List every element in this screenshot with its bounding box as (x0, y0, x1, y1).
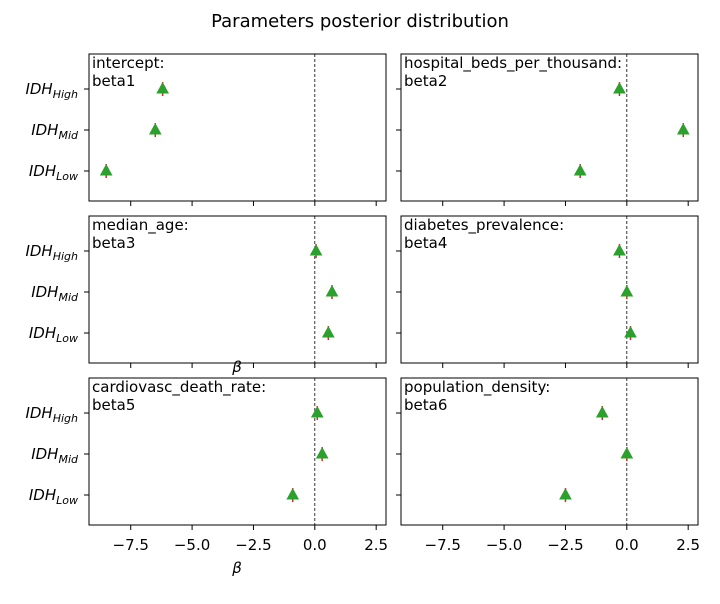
panel-frame (88, 377, 387, 526)
x-tick-label: −2.5 (235, 536, 271, 554)
x-tick-label: −7.5 (425, 536, 461, 554)
posterior-mean-marker (676, 122, 690, 135)
panel-label: diabetes_prevalence: beta4 (404, 216, 564, 252)
y-tick-label: IDHLow (29, 486, 78, 507)
x-tick-label: −5.0 (486, 536, 522, 554)
panel-parameter-beta: beta3 (92, 234, 135, 252)
x-tick-label: 0.0 (615, 536, 639, 554)
panel-frame (400, 215, 699, 364)
posterior-mean-marker (148, 122, 162, 135)
y-tick-label: IDHMid (31, 283, 79, 304)
y-tick-label: IDHHigh (25, 404, 78, 425)
y-tick-label: IDHMid (31, 121, 79, 142)
y-tick-label: IDHHigh (25, 80, 78, 101)
posterior-mean-marker (309, 243, 323, 256)
posterior-mean-marker (613, 243, 626, 256)
panel-parameter-name: median_age: (92, 216, 189, 235)
x-axis-label: β (231, 559, 242, 577)
panel-label: population_density: beta6 (404, 378, 550, 414)
y-tick-label: IDHHigh (25, 242, 78, 263)
panel-label: intercept: beta1 (92, 54, 165, 90)
x-tick-label: −5.0 (174, 536, 210, 554)
posterior-mean-marker (321, 325, 335, 338)
x-tick-label: −7.5 (113, 536, 149, 554)
panel-parameter-beta: beta6 (404, 396, 447, 414)
posterior-mean-marker (156, 81, 169, 94)
panel-parameter-name: hospital_beds_per_thousand: (404, 54, 622, 73)
y-tick-label: IDHLow (29, 324, 78, 345)
panel-parameter-name: intercept: (92, 54, 165, 72)
panel-parameter-name: diabetes_prevalence: (404, 216, 564, 235)
panel-frame (88, 53, 387, 202)
panel-frame (400, 53, 699, 202)
y-tick-label: IDHMid (31, 445, 79, 466)
posterior-mean-marker (595, 405, 609, 418)
panel-parameter-beta: beta1 (92, 72, 135, 90)
x-tick-label: 0.0 (303, 536, 327, 554)
panel-label: median_age: beta3 (92, 216, 189, 252)
panel-frame (400, 377, 699, 526)
panel-parameter-name: population_density: (404, 378, 550, 397)
x-tick-label: 2.5 (676, 536, 700, 554)
panel-parameter-name: cardiovasc_death_rate: (92, 378, 266, 397)
posterior-mean-marker (624, 325, 637, 338)
panel-label: hospital_beds_per_thousand: beta2 (404, 54, 622, 90)
figure-title: Parameters posterior distribution (211, 11, 509, 32)
posterior-mean-marker (286, 487, 300, 500)
posterior-mean-marker (620, 446, 634, 459)
panel-label: cardiovasc_death_rate: beta5 (92, 378, 266, 414)
posterior-mean-marker (559, 487, 572, 500)
posterior-mean-marker (315, 446, 329, 459)
panel-parameter-beta: beta4 (404, 234, 447, 252)
posterior-mean-marker (99, 163, 113, 176)
posterior-mean-marker (573, 163, 587, 176)
x-axis-label: β (231, 358, 242, 376)
posterior-mean-marker (310, 405, 324, 418)
y-tick-label: IDHLow (29, 162, 78, 183)
panel-parameter-beta: beta5 (92, 396, 135, 414)
panel-frame (88, 215, 387, 364)
posterior-mean-marker (325, 284, 339, 297)
posterior-mean-marker (613, 81, 626, 94)
panel-parameter-beta: beta2 (404, 72, 447, 90)
x-tick-label: 2.5 (364, 536, 388, 554)
x-tick-label: −2.5 (547, 536, 583, 554)
posterior-mean-marker (620, 284, 634, 297)
